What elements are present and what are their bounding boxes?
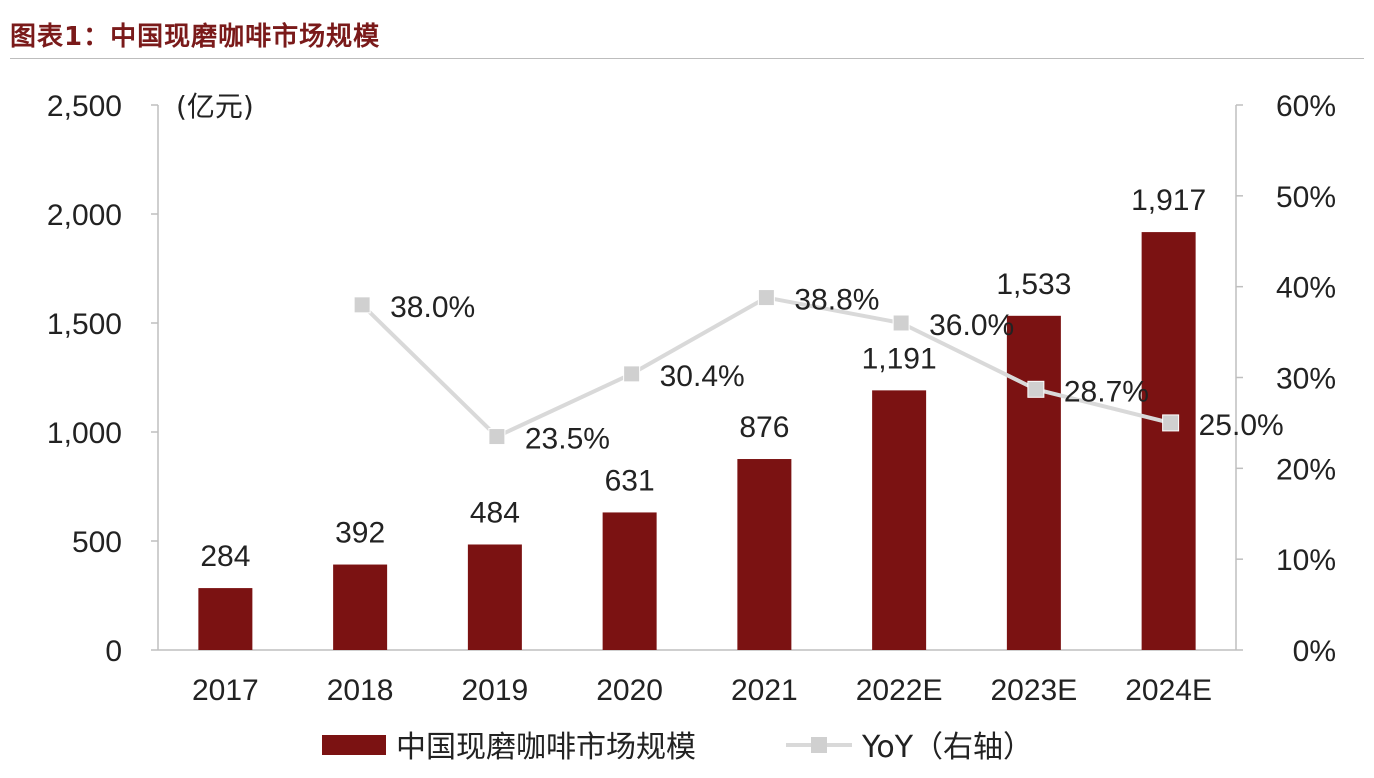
bar (737, 459, 792, 650)
yoy-marker (353, 296, 371, 314)
left-axis-tick-label: 0 (105, 635, 122, 668)
yoy-marker (757, 289, 775, 307)
left-axis-unit-label: (亿元) (176, 90, 254, 123)
yoy-value-label: 38.8% (794, 284, 879, 317)
right-axis-tick-label: 60% (1276, 90, 1336, 123)
bar (1006, 315, 1061, 650)
left-axis-tick-label: 1,000 (47, 417, 122, 450)
yoy-marker (488, 428, 506, 446)
legend-bar-swatch (322, 735, 386, 755)
right-axis-tick-label: 50% (1276, 181, 1336, 214)
bar-value-label: 392 (335, 517, 385, 550)
x-axis-tick-label: 2024E (1125, 674, 1212, 707)
x-axis-tick-label: 2021 (731, 674, 798, 707)
x-axis-tick-label: 2017 (192, 674, 259, 707)
bar-value-label: 284 (200, 540, 250, 573)
bar-value-label: 631 (605, 464, 655, 497)
title-divider (10, 58, 1364, 59)
yoy-marker (1027, 380, 1045, 398)
yoy-marker (892, 314, 910, 332)
yoy-value-label: 30.4% (660, 360, 745, 393)
bar (872, 390, 927, 650)
left-axis-tick-label: 500 (72, 526, 122, 559)
yoy-value-label: 36.0% (929, 309, 1014, 342)
left-axis-tick-label: 2,500 (47, 90, 122, 123)
legend-line-marker (811, 737, 827, 753)
right-axis-tick-label: 40% (1276, 272, 1336, 305)
bar-value-label: 1,533 (996, 268, 1071, 301)
x-axis-tick-label: 2020 (596, 674, 663, 707)
bar (602, 512, 657, 650)
x-axis-tick-label: 2018 (327, 674, 394, 707)
right-axis-tick-label: 0% (1293, 635, 1336, 668)
yoy-value-label: 38.0% (390, 291, 475, 324)
bar-value-label: 1,917 (1131, 184, 1206, 217)
bar (1141, 232, 1196, 650)
yoy-marker (623, 365, 641, 383)
bar (333, 564, 388, 650)
yoy-value-label: 25.0% (1199, 409, 1284, 442)
x-axis-tick-label: 2022E (856, 674, 943, 707)
yoy-value-label: 28.7% (1064, 375, 1149, 408)
bar-value-label: 484 (470, 496, 520, 529)
bar (198, 588, 253, 650)
right-axis-tick-label: 10% (1276, 544, 1336, 577)
bar (467, 544, 522, 650)
x-axis-tick-label: 2023E (991, 674, 1078, 707)
bar-value-label: 1,191 (862, 342, 937, 375)
legend-bar-label: 中国现磨咖啡市场规模 (396, 730, 696, 765)
right-axis-tick-label: 20% (1276, 453, 1336, 486)
right-axis-tick-label: 30% (1276, 363, 1336, 396)
legend-line-label: YoY（右轴） (861, 730, 1033, 765)
bar-value-label: 876 (739, 411, 789, 444)
yoy-marker (1162, 414, 1180, 432)
x-axis-tick-label: 2019 (462, 674, 529, 707)
left-axis-tick-label: 1,500 (47, 308, 122, 341)
figure-title: 图表1：中国现磨咖啡市场规模 (10, 22, 381, 52)
left-axis-tick-label: 2,000 (47, 199, 122, 232)
yoy-value-label: 23.5% (525, 423, 610, 456)
